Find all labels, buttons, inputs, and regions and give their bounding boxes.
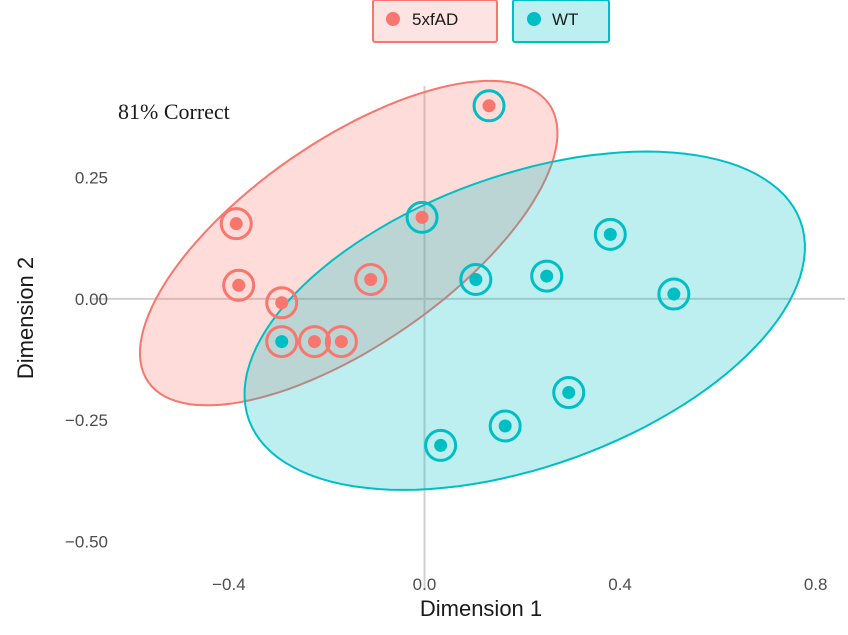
ticks: −0.4 0.0 0.4 0.8 −0.50 −0.25 0.00 0.25 <box>65 169 827 594</box>
x-tick-label: 0.8 <box>804 575 828 594</box>
prediction-ring-wt-5 <box>552 376 586 410</box>
data-point-5xfad-0 <box>482 99 496 113</box>
prediction-ring-wt-6 <box>488 409 522 443</box>
prediction-ring-wt-0 <box>265 325 299 359</box>
ellipse-5xfad <box>139 79 559 407</box>
data-point-wt-4 <box>667 287 681 301</box>
y-tick-label: −0.50 <box>65 532 108 551</box>
data-point-5xfad-1 <box>415 210 429 224</box>
y-tick-label: −0.25 <box>65 411 108 430</box>
data-point-wt-5 <box>562 386 576 400</box>
data-point-wt-3 <box>603 227 617 241</box>
legend-key-5xfad-box <box>372 0 498 43</box>
legend: 5xfAD WT <box>372 0 610 43</box>
x-tick-label: −0.4 <box>212 575 246 594</box>
points <box>219 89 691 462</box>
data-point-wt-1 <box>469 272 483 286</box>
accuracy-annotation: 81% Correct <box>118 99 230 124</box>
data-point-5xfad-5 <box>275 296 289 310</box>
prediction-ring-5xfad-3 <box>222 268 256 302</box>
prediction-ring-wt-4 <box>657 277 691 311</box>
data-point-wt-0 <box>275 335 289 349</box>
data-point-5xfad-4 <box>364 272 378 286</box>
prediction-ring-5xfad-0 <box>472 89 506 123</box>
ellipses <box>139 79 806 491</box>
ellipse-wt <box>243 150 806 491</box>
prediction-ring-5xfad-7 <box>324 325 358 359</box>
legend-key-wt-box <box>512 0 610 43</box>
legend-key-5xfad-dot <box>386 12 400 26</box>
axes-lines <box>92 86 845 590</box>
prediction-ring-wt-2 <box>530 259 564 293</box>
legend-label-wt: WT <box>552 10 578 29</box>
prediction-ring-5xfad-4 <box>354 262 388 296</box>
prediction-ring-5xfad-6 <box>297 325 331 359</box>
prediction-ring-5xfad-1 <box>405 200 439 234</box>
prediction-ring-5xfad-2 <box>219 207 253 241</box>
y-axis-title: Dimension 2 <box>13 257 38 379</box>
prediction-ring-wt-1 <box>459 262 493 296</box>
data-point-5xfad-6 <box>307 335 321 349</box>
data-point-5xfad-2 <box>229 217 243 231</box>
data-point-5xfad-7 <box>334 335 348 349</box>
x-tick-label: 0.4 <box>608 575 632 594</box>
data-point-wt-2 <box>540 269 554 283</box>
data-point-5xfad-3 <box>232 278 246 292</box>
legend-key-wt-dot <box>527 12 541 26</box>
x-axis-title: Dimension 1 <box>420 596 542 621</box>
y-tick-label: 0.25 <box>75 169 108 188</box>
data-point-wt-7 <box>434 438 448 452</box>
data-point-wt-6 <box>498 419 512 433</box>
prediction-ring-wt-7 <box>424 428 458 462</box>
legend-label-5xfad: 5xfAD <box>412 10 458 29</box>
prediction-ring-wt-3 <box>593 217 627 251</box>
x-tick-label: 0.0 <box>413 575 437 594</box>
y-tick-label: 0.00 <box>75 290 108 309</box>
prediction-ring-5xfad-5 <box>265 286 299 320</box>
